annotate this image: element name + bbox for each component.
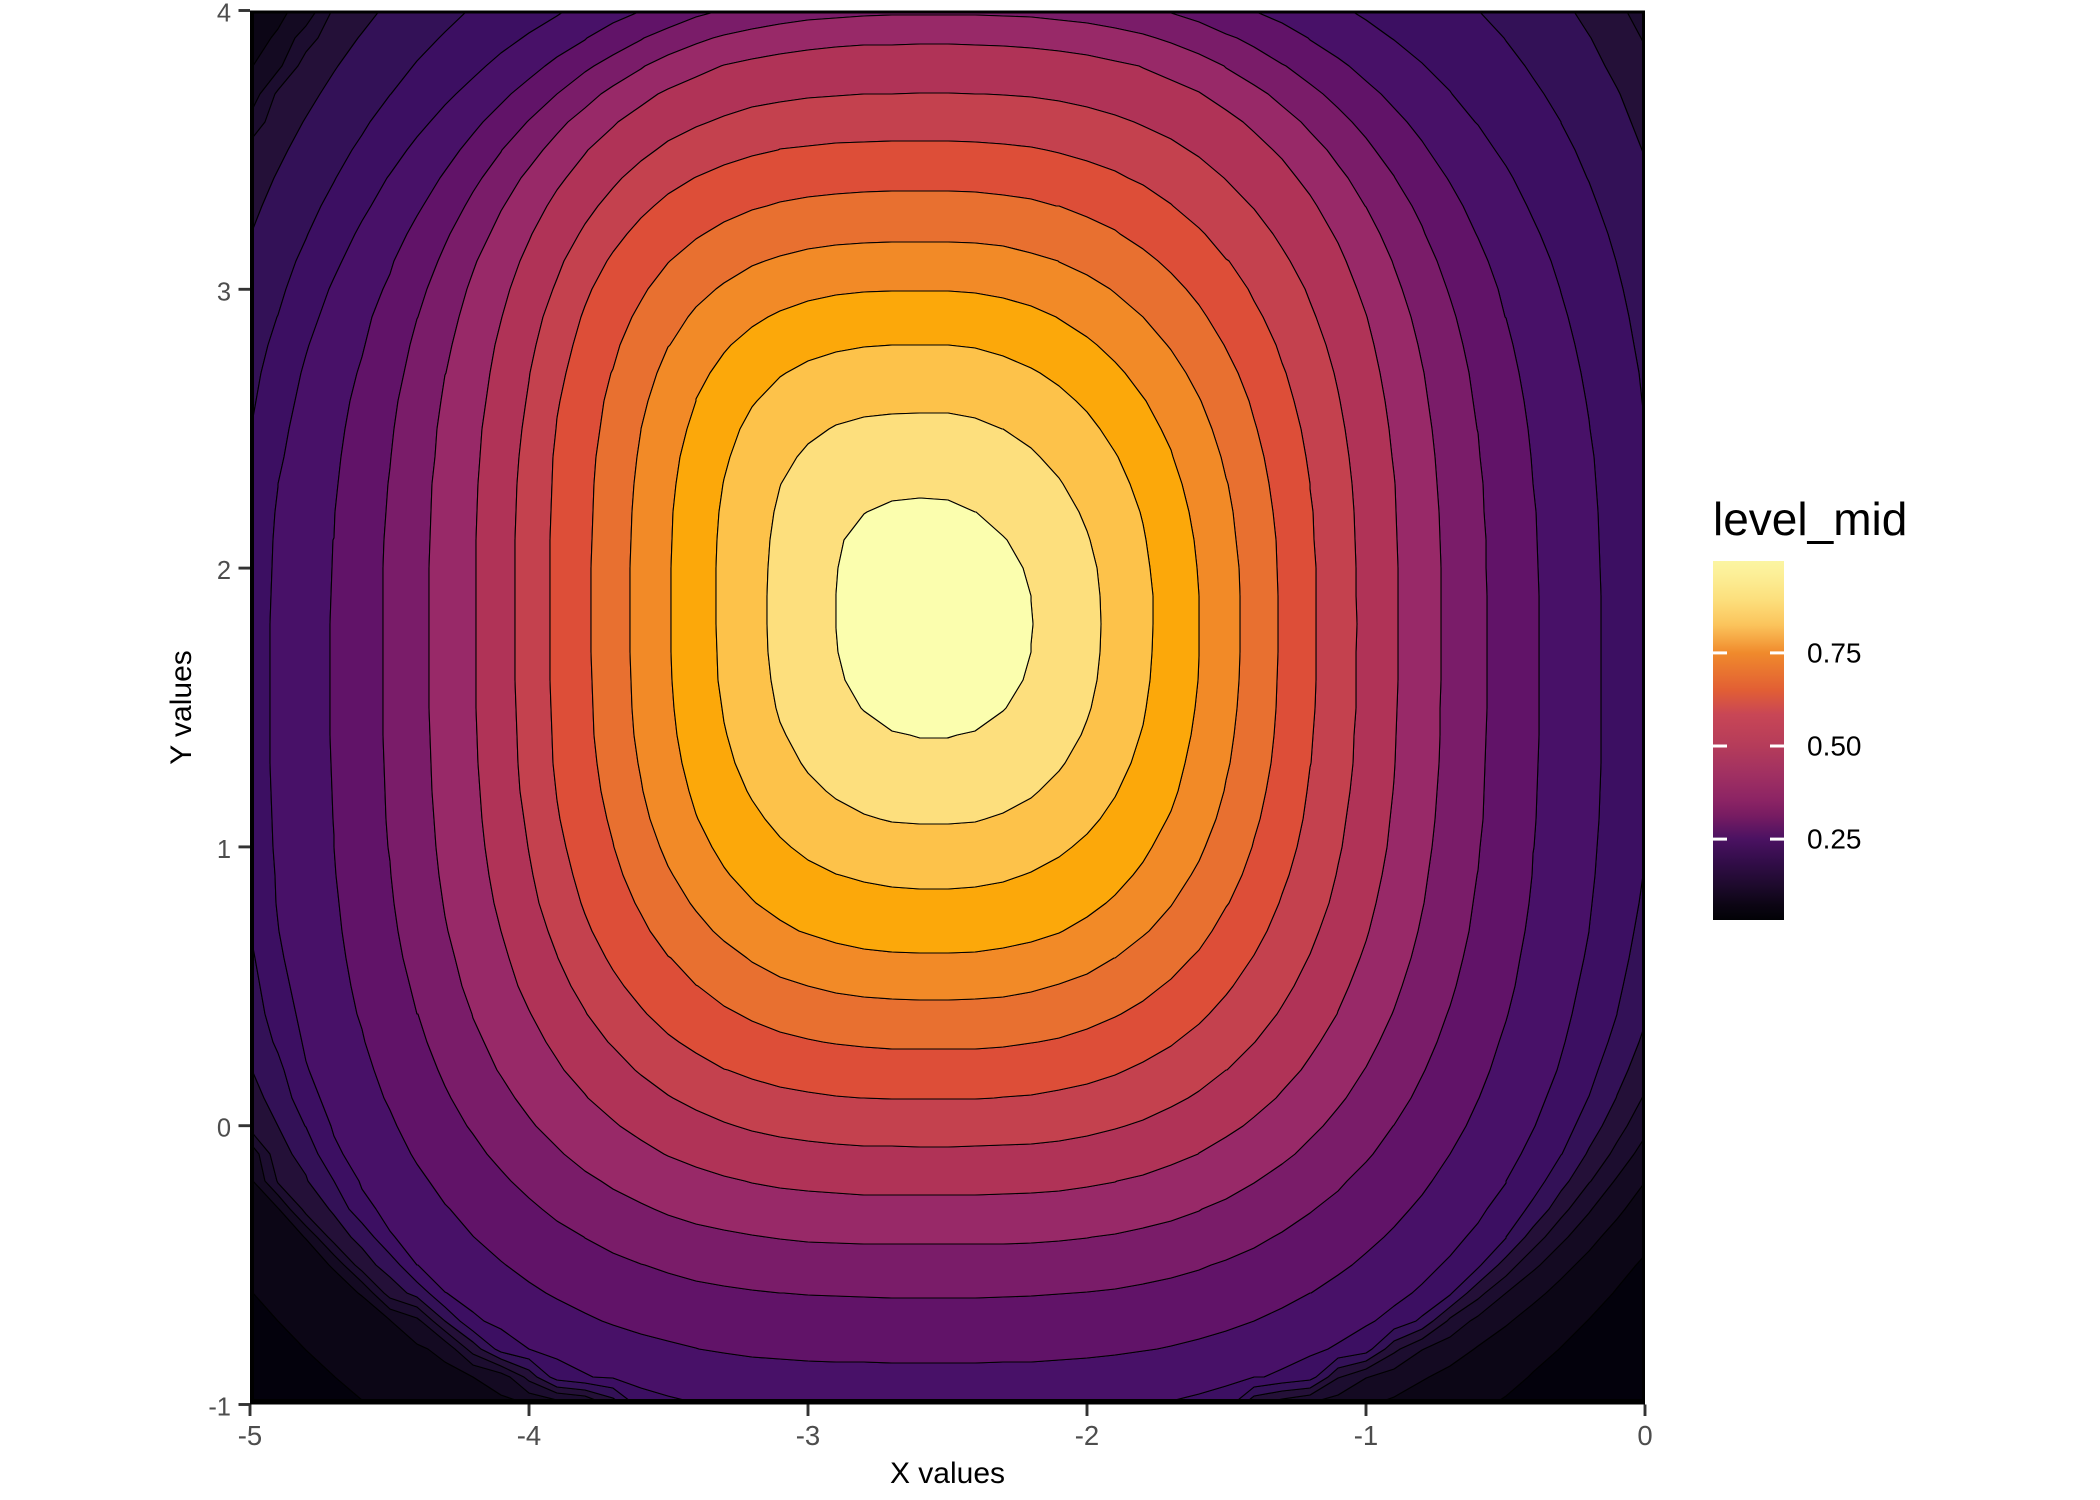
svg-text:0: 0 (217, 1115, 231, 1143)
svg-text:-2: -2 (1075, 1420, 1099, 1451)
svg-text:Y values: Y values (165, 650, 198, 765)
svg-text:X values: X values (890, 1457, 1005, 1490)
svg-text:level_mid: level_mid (1713, 493, 1907, 545)
svg-text:0.75: 0.75 (1807, 637, 1862, 668)
svg-text:1: 1 (217, 836, 231, 864)
svg-text:3: 3 (217, 278, 231, 306)
svg-text:-3: -3 (796, 1420, 820, 1451)
svg-text:4: 4 (217, 0, 231, 28)
svg-text:-1: -1 (1354, 1420, 1378, 1451)
svg-text:0.50: 0.50 (1807, 731, 1862, 762)
svg-text:2: 2 (217, 557, 231, 585)
svg-text:-5: -5 (238, 1420, 262, 1451)
svg-text:-4: -4 (517, 1420, 541, 1451)
svg-text:0.25: 0.25 (1807, 824, 1862, 855)
svg-text:-1: -1 (208, 1394, 231, 1422)
svg-text:0: 0 (1637, 1420, 1652, 1451)
